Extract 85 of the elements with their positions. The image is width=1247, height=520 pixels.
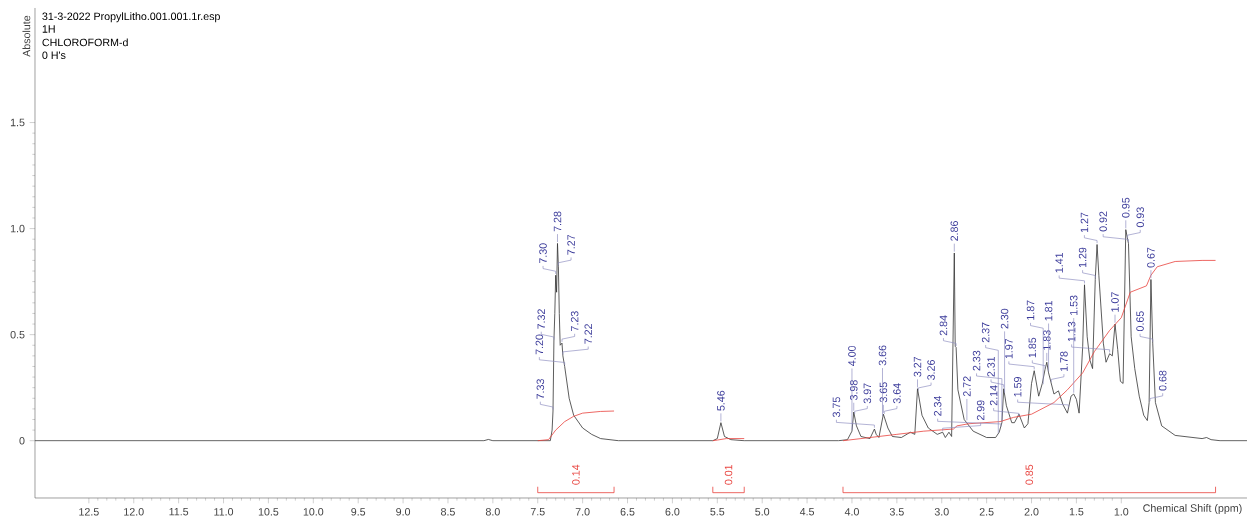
annotation: 1.27 <box>1080 212 1089 233</box>
x-tick-label: 11.0 <box>214 508 234 516</box>
annotation: CHLOROFORM-d <box>42 38 128 47</box>
annotation: 0.68 <box>1158 370 1167 391</box>
annotation: 3.75 <box>832 397 841 418</box>
annotation: 0.67 <box>1147 247 1155 268</box>
annotation: 2.99 <box>976 400 985 421</box>
x-tick-label: 6.5 <box>620 508 635 516</box>
annotation: 1.41 <box>1055 252 1063 273</box>
text: 0.14 <box>572 464 580 485</box>
y-tick-label: 1.5 <box>10 118 25 127</box>
y-tick-label: 0.5 <box>10 330 25 339</box>
annotation: 2.37 <box>981 322 990 343</box>
annotation: 1.29 <box>1078 247 1087 268</box>
annotation: 7.33 <box>536 379 545 399</box>
annotation: 1.59 <box>1013 377 1022 397</box>
annotation: 1.83 <box>1043 330 1051 350</box>
x-tick-label: 8.0 <box>485 508 500 516</box>
x-tick-label: 12.0 <box>124 508 144 516</box>
x-tick-label: 2.0 <box>1024 508 1039 516</box>
annotation: 7.28 <box>553 211 562 232</box>
x-axis-title: Chemical Shift (ppm) <box>1143 504 1242 514</box>
annotation: 5.46 <box>717 390 725 411</box>
x-tick-label: 6.0 <box>665 508 680 516</box>
x-tick-label: 7.0 <box>575 508 590 516</box>
annotation: 2.14 <box>989 385 998 406</box>
x-tick-label: 5.0 <box>755 508 770 516</box>
annotation: 7.32 <box>537 309 546 329</box>
x-tick-label: 1.0 <box>1114 508 1129 516</box>
x-tick-label: 2.5 <box>979 508 994 516</box>
annotation: 2.86 <box>950 221 959 241</box>
annotation: 2.72 <box>963 376 971 397</box>
x-tick-label: 10.0 <box>303 508 324 516</box>
x-tick-label: 5.5 <box>710 508 725 516</box>
annotation: 7.27 <box>567 234 575 255</box>
text: 0.85 <box>1025 464 1034 485</box>
annotation: 7.30 <box>539 243 547 264</box>
annotation: 1.53 <box>1069 295 1078 315</box>
annotation: 7.20 <box>535 334 544 355</box>
text: 0.01 <box>724 464 733 485</box>
annotation: 3.97 <box>863 383 872 404</box>
annotation: 3.64 <box>893 383 901 404</box>
annotation: 0.95 <box>1122 197 1130 218</box>
x-tick-label: 12.5 <box>79 508 99 516</box>
x-tick-label: 11.5 <box>169 508 189 516</box>
x-tick-label: 7.5 <box>530 508 545 516</box>
x-tick-label: 9.0 <box>396 508 411 516</box>
x-tick-label: 10.5 <box>258 508 279 516</box>
annotation: 7.23 <box>570 311 579 331</box>
annotation: 1H <box>42 25 55 33</box>
x-tick-label: 8.5 <box>441 508 455 516</box>
annotation: 2.30 <box>1000 308 1009 329</box>
annotation: 3.66 <box>878 345 887 366</box>
annotation: 1.81 <box>1044 300 1053 321</box>
x-tick-label: 3.0 <box>934 508 949 516</box>
annotation: 1.78 <box>1060 351 1068 372</box>
x-tick-label: 4.5 <box>799 508 815 516</box>
annotation: 3.26 <box>927 360 935 380</box>
annotation: 1.85 <box>1028 337 1037 358</box>
annotation: 31-3-2022 PropylLitho.001.001.1r.esp <box>42 12 220 23</box>
annotation: 3.98 <box>849 380 858 401</box>
annotation: 0 H's <box>42 51 66 60</box>
annotation: 3.27 <box>913 356 922 377</box>
y-tick-label: 1.0 <box>10 224 25 233</box>
annotation: 3.65 <box>879 382 888 403</box>
line-series <box>537 410 615 442</box>
x-tick-label: 9.5 <box>351 508 366 516</box>
annotation: 1.87 <box>1026 300 1035 320</box>
annotation: 1.07 <box>1111 292 1119 312</box>
annotation: 0.65 <box>1136 311 1144 332</box>
y-axis-title: Absolute <box>22 15 31 57</box>
annotation: 2.84 <box>939 315 948 336</box>
annotation: 1.97 <box>1005 338 1013 359</box>
annotation: 1.13 <box>1067 321 1076 342</box>
x-tick-label: 1.5 <box>1069 508 1084 516</box>
x-tick-label: 4.0 <box>844 508 859 516</box>
annotation: 7.22 <box>584 324 592 344</box>
annotation: 2.31 <box>987 356 995 377</box>
annotation: 4.00 <box>848 345 856 366</box>
annotation: 2.34 <box>933 395 942 416</box>
annotation: 0.93 <box>1136 207 1145 228</box>
annotation: 0.92 <box>1099 211 1107 232</box>
y-tick-label: 0 <box>19 436 25 445</box>
annotation: 2.33 <box>972 350 981 371</box>
x-tick-label: 3.5 <box>889 508 904 516</box>
